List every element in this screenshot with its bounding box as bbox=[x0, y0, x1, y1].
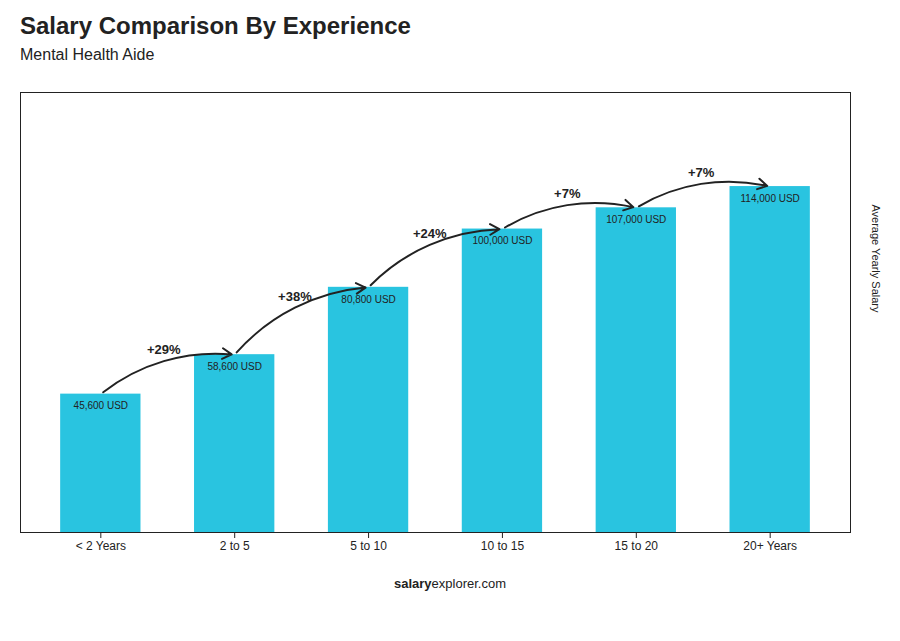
svg-text:< 2 Years: < 2 Years bbox=[76, 539, 126, 553]
svg-text:+7%: +7% bbox=[688, 165, 715, 180]
svg-text:+29%: +29% bbox=[147, 342, 181, 357]
html-text:Salary Comparison By Experienc: Salary Comparison By Experience bbox=[20, 12, 411, 39]
svg-text:45,600 USD: 45,600 USD bbox=[74, 400, 128, 411]
svg-text:58,600 USD: 58,600 USD bbox=[207, 361, 261, 372]
svg-text:+24%: +24% bbox=[413, 226, 447, 241]
html-text:Mental Health Aide: Mental Health Aide bbox=[20, 46, 155, 63]
svg-text:15 to 20: 15 to 20 bbox=[615, 539, 659, 553]
svg-text:10 to 15: 10 to 15 bbox=[481, 539, 525, 553]
svg-text:114,000 USD: 114,000 USD bbox=[741, 193, 800, 204]
html-text:salary explorer.com: salary explorer.com bbox=[394, 576, 506, 591]
svg-text:+38%: +38% bbox=[278, 289, 312, 304]
svg-text:100,000 USD: 100,000 USD bbox=[472, 235, 532, 246]
svg-text:5 to 10: 5 to 10 bbox=[350, 539, 387, 553]
svg-text:80,800 USD: 80,800 USD bbox=[341, 294, 395, 305]
svg-text:107,000 USD: 107,000 USD bbox=[606, 214, 666, 225]
svg-text:+7%: +7% bbox=[554, 186, 581, 201]
svg-text:20+ Years: 20+ Years bbox=[743, 539, 797, 553]
svg-text:2 to 5: 2 to 5 bbox=[220, 539, 250, 553]
svg-text:Average Yearly Salary: Average Yearly Salary bbox=[870, 204, 882, 313]
